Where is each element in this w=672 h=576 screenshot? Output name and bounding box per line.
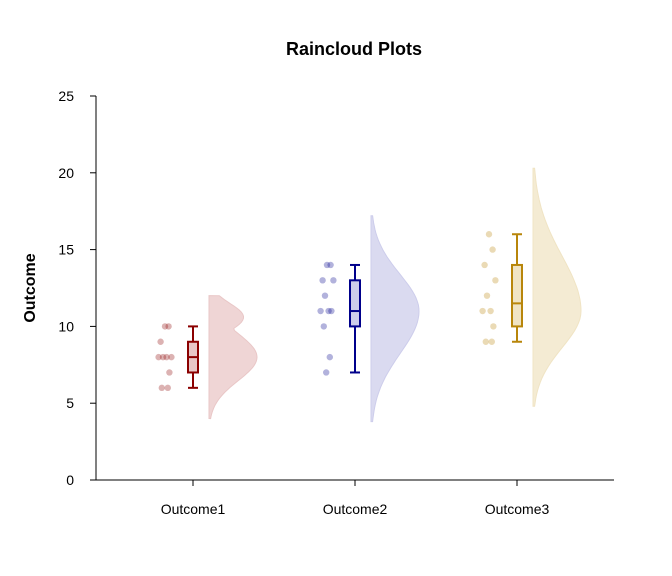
plot-area: 0 5 10 15 20 25 Outcome1 Outcome2 Outcome3: [58, 88, 614, 517]
rain-point: [158, 384, 165, 392]
y-tick-label: 25: [58, 88, 74, 104]
box-iqr: [511, 263, 523, 328]
rain-point: [483, 292, 491, 299]
density-cloud: [370, 215, 420, 423]
rain-point: [166, 369, 173, 376]
x-tick-label: Outcome1: [161, 501, 226, 517]
rain-point: [155, 353, 162, 361]
density-cloud: [208, 295, 258, 420]
rain-point: [164, 384, 171, 392]
rain-point: [328, 307, 335, 315]
rain-point: [490, 323, 497, 330]
rain-point: [327, 261, 334, 269]
rain-point: [165, 323, 172, 330]
density-cloud: [532, 167, 582, 407]
rain-point: [159, 353, 167, 361]
rain-point: [492, 277, 499, 284]
rain-point: [489, 246, 496, 253]
rain-point: [488, 338, 495, 345]
rain-point: [485, 231, 493, 238]
rain-point: [479, 307, 486, 315]
rain-point: [317, 307, 324, 315]
y-tick-label: 15: [58, 242, 74, 258]
y-tick-label: 5: [66, 395, 74, 411]
rain-point: [487, 307, 494, 315]
y-tick-label: 0: [66, 472, 74, 488]
rain-point: [330, 277, 337, 284]
y-axis-label: Outcome: [22, 253, 39, 322]
y-tick-label: 20: [58, 165, 74, 181]
rain-point: [161, 323, 169, 330]
x-tick-label: Outcome3: [485, 501, 550, 517]
rain-point: [481, 261, 488, 269]
rain-point: [323, 261, 331, 269]
rain-point: [320, 323, 327, 330]
rain-point: [321, 292, 329, 299]
rain-point: [326, 353, 333, 361]
rain-point: [319, 277, 326, 284]
rain-point: [325, 307, 332, 315]
rain-point: [163, 353, 170, 361]
rain-point: [482, 338, 489, 345]
rain-point: [168, 353, 175, 361]
box-iqr: [349, 279, 361, 328]
chart-title: Raincloud Plots: [286, 39, 422, 59]
rain-point: [157, 338, 164, 345]
y-tick-label: 10: [58, 318, 74, 334]
rain-point: [323, 369, 330, 376]
x-tick-label: Outcome2: [323, 501, 388, 517]
